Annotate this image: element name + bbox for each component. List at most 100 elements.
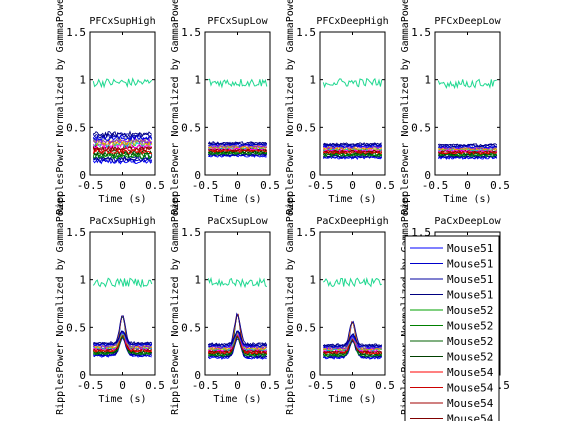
series-line — [92, 143, 152, 152]
series-line — [93, 336, 153, 354]
x-tick-label: 0 — [349, 379, 356, 392]
series-line — [323, 332, 383, 347]
series-line — [323, 152, 383, 156]
x-axis-label: Time (s) — [328, 194, 376, 205]
series-line — [207, 146, 267, 151]
panel-title: PFCxDeepLow — [434, 16, 501, 27]
x-axis-label: Time (s) — [213, 194, 261, 205]
series-line — [208, 312, 267, 347]
panel-title: PaCxDeepLow — [434, 216, 501, 227]
x-tick-label: 0.5 — [490, 179, 510, 192]
legend-entry: Mouse54 — [447, 366, 494, 379]
y-tick-label: 0 — [79, 369, 86, 382]
legend-box — [404, 235, 500, 421]
y-axis-label: RipplesPower Normalized by GammaPower — [170, 192, 181, 415]
y-tick-label: 1.5 — [181, 26, 201, 39]
legend-entry: Mouse51 — [447, 258, 493, 271]
reference-line — [208, 78, 268, 89]
legend-entry: Mouse51 — [447, 289, 493, 302]
x-tick-label: -0.5 — [77, 179, 104, 192]
series-line — [93, 138, 153, 146]
legend-entry: Mouse51 — [447, 242, 493, 255]
y-tick-label: 1 — [79, 74, 86, 87]
series-line — [323, 142, 382, 147]
y-tick-label: 0.5 — [181, 121, 201, 134]
y-tick-label: 1 — [309, 74, 316, 87]
y-tick-label: 0 — [424, 169, 431, 182]
y-tick-label: 1 — [79, 274, 86, 287]
x-tick-label: -0.5 — [307, 379, 334, 392]
series-line — [208, 331, 268, 347]
x-tick-label: -0.5 — [307, 179, 334, 192]
series-line — [92, 144, 153, 153]
panel-title: PFCxSupLow — [207, 16, 268, 27]
series-line — [93, 133, 152, 141]
x-tick-label: 0.5 — [260, 379, 280, 392]
series-line — [323, 145, 382, 150]
reference-line — [322, 276, 382, 288]
series-line — [93, 315, 153, 346]
legend-entry: Mouse52 — [447, 304, 493, 317]
reference-line — [207, 276, 268, 289]
x-tick-label: 0.5 — [375, 179, 395, 192]
y-tick-label: 0.5 — [66, 121, 86, 134]
series-line — [208, 150, 268, 155]
x-axis-label: Time (s) — [98, 394, 146, 405]
x-axis-label: Time (s) — [328, 394, 376, 405]
panel-title: PaCxSupLow — [207, 216, 268, 227]
y-tick-label: 0.5 — [66, 321, 86, 334]
x-tick-label: 0 — [119, 179, 126, 192]
y-axis-label: RipplesPower Normalized by GammaPower — [285, 192, 296, 415]
y-tick-label: 0 — [194, 169, 201, 182]
y-tick-label: 1.5 — [296, 226, 316, 239]
y-tick-label: 0 — [309, 169, 316, 182]
y-tick-label: 1 — [424, 74, 431, 87]
panel-title: PFCxSupHigh — [89, 16, 155, 27]
x-axis-label: Time (s) — [213, 394, 261, 405]
panel-title: PaCxSupHigh — [89, 216, 155, 227]
y-tick-label: 0 — [79, 169, 86, 182]
legend: Mouse51 Mouse51 Mouse51 Mouse51 Mouse52 Mouse… — [404, 235, 500, 421]
reference-line — [437, 78, 497, 90]
legend-entry: Mouse52 — [447, 320, 493, 333]
y-axis-label: RipplesPower Normalized by GammaPower — [285, 0, 296, 215]
series-line — [93, 338, 153, 358]
series-line — [323, 335, 383, 349]
reference-line — [92, 77, 153, 89]
y-tick-label: 1 — [194, 74, 201, 87]
x-axis-label: Time (s) — [98, 194, 146, 205]
series-line — [438, 149, 498, 153]
legend-entry: Mouse54 — [447, 413, 494, 421]
y-axis-label: RipplesPower Normalized by GammaPower — [170, 0, 181, 215]
legend-entry: Mouse51 — [447, 273, 493, 286]
y-tick-label: 1.5 — [66, 226, 86, 239]
y-axis-label: RipplesPower Normalized by GammaPower — [400, 0, 411, 215]
y-axis-label: RipplesPower Normalized by GammaPower — [55, 192, 66, 415]
x-tick-label: 0.5 — [260, 179, 280, 192]
y-tick-label: 0 — [309, 369, 316, 382]
y-tick-label: 1.5 — [411, 26, 431, 39]
x-tick-label: 0 — [464, 179, 471, 192]
legend-entry: Mouse54 — [447, 382, 494, 395]
y-tick-label: 1.5 — [296, 26, 316, 39]
x-tick-label: -0.5 — [192, 179, 219, 192]
y-axis-label: RipplesPower Normalized by GammaPower — [55, 0, 66, 215]
series-line — [93, 130, 153, 138]
series-line — [93, 139, 153, 147]
x-tick-label: 0 — [234, 379, 241, 392]
x-tick-label: -0.5 — [192, 379, 219, 392]
panel-title: PFCxDeepHigh — [316, 16, 388, 27]
y-tick-label: 1.5 — [66, 26, 86, 39]
series-line — [207, 141, 268, 145]
x-tick-label: 0 — [119, 379, 126, 392]
series-line — [323, 340, 383, 358]
series-line — [207, 334, 268, 352]
